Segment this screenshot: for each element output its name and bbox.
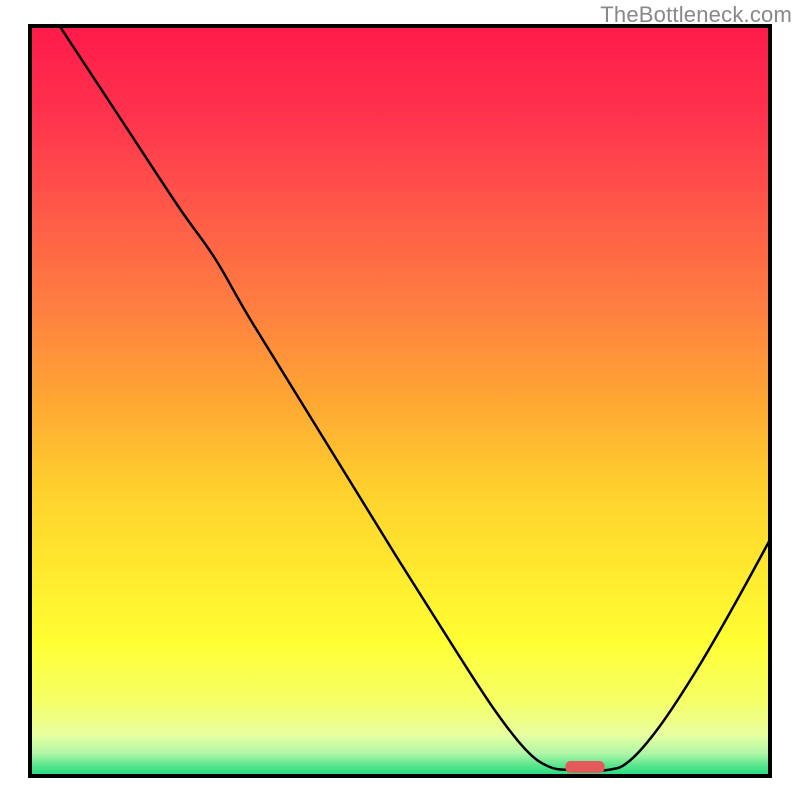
optimal-marker <box>565 761 604 773</box>
bottleneck-v-chart <box>0 0 800 800</box>
plot-background <box>30 26 770 776</box>
chart-container: TheBottleneck.com <box>0 0 800 800</box>
watermark-text: TheBottleneck.com <box>600 2 792 28</box>
